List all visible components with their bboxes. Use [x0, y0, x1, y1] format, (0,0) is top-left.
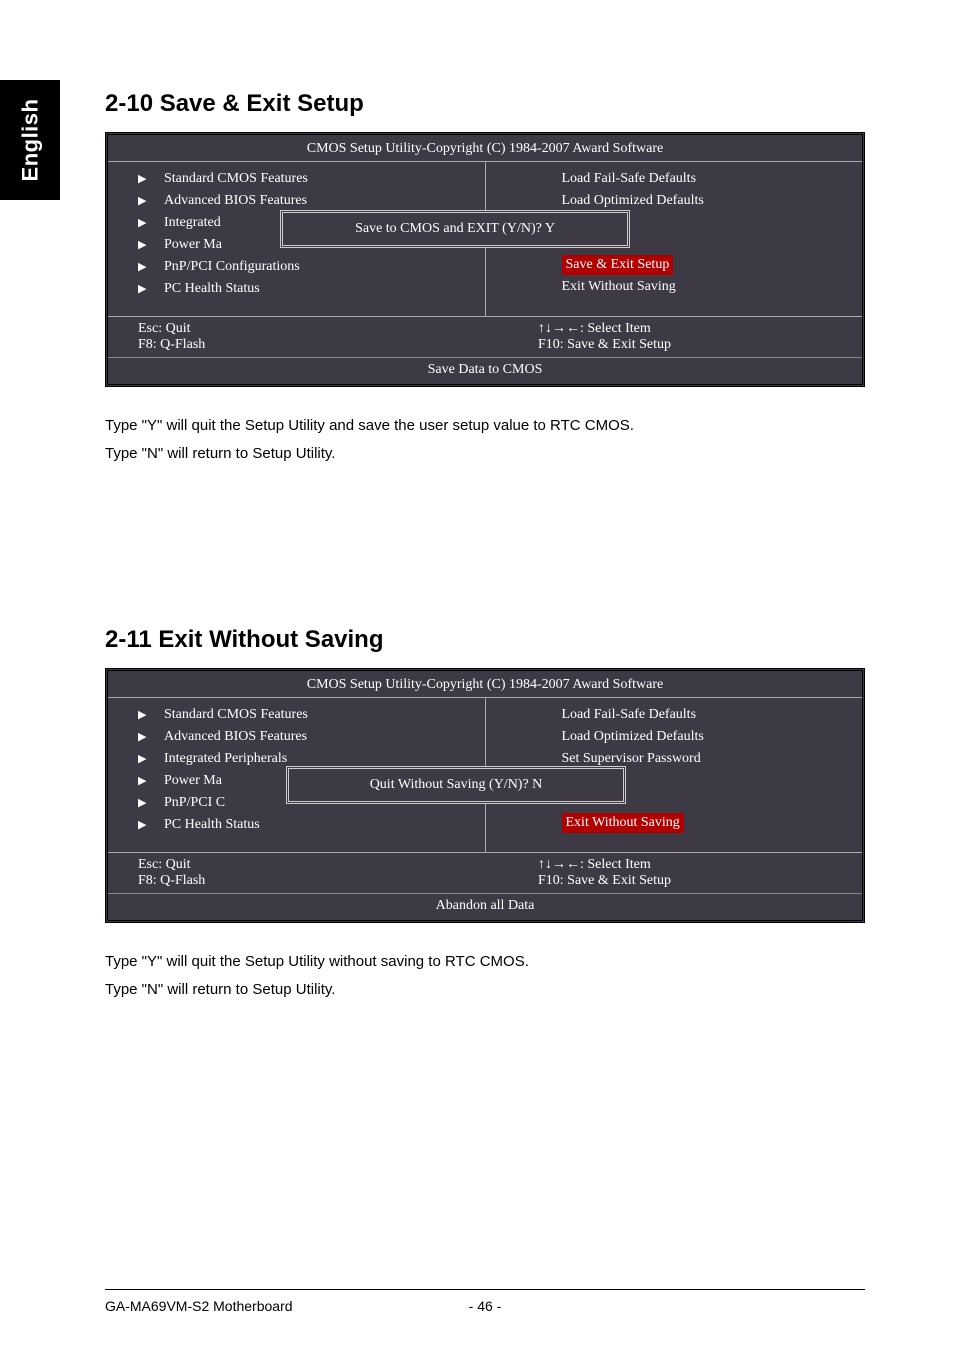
keys-left: Esc: Quit F8: Q-Flash [108, 321, 462, 353]
section-2-heading: 2-11 Exit Without Saving [105, 626, 865, 654]
keys-right: ↑↓→←: Select Item F10: Save & Exit Setup [462, 321, 862, 353]
section-gap [105, 471, 865, 626]
menu-item[interactable]: ▶PnP/PCI Configurations [108, 256, 485, 278]
menu-label: Standard CMOS Features [164, 705, 308, 725]
key-f10: F10: Save & Exit Setup [538, 873, 862, 889]
menu-label: Standard CMOS Features [164, 169, 308, 189]
arrow-icon: ▶ [138, 169, 164, 189]
menu-label: Set Supervisor Password [562, 751, 701, 766]
page: English 2-10 Save & Exit Setup CMOS Setu… [0, 0, 954, 1354]
save-confirm-dialog[interactable]: Save to CMOS and EXIT (Y/N)? Y [280, 210, 630, 248]
menu-item[interactable]: Load Fail-Safe Defaults [486, 168, 863, 190]
bios-footer-msg-2: Abandon all Data [108, 893, 862, 920]
keys-left: Esc: Quit F8: Q-Flash [108, 857, 462, 889]
menu-label: PC Health Status [164, 815, 260, 835]
menu-label: PnP/PCI Configurations [164, 257, 300, 277]
menu-item[interactable]: Load Optimized Defaults [486, 726, 863, 748]
dialog-text: Save to CMOS and EXIT (Y/N)? Y [355, 221, 555, 236]
menu-label: PnP/PCI C [164, 793, 225, 813]
key-select: ↑↓→←: Select Item [538, 857, 862, 873]
menu-label: Load Fail-Safe Defaults [562, 171, 697, 186]
menu-label: Exit Without Saving [562, 279, 676, 294]
bios-window-2: CMOS Setup Utility-Copyright (C) 1984-20… [105, 668, 865, 923]
section-1-heading: 2-10 Save & Exit Setup [105, 90, 865, 118]
key-f8: F8: Q-Flash [138, 337, 462, 353]
bios-window-1: CMOS Setup Utility-Copyright (C) 1984-20… [105, 132, 865, 387]
footer-rule [105, 1289, 865, 1290]
key-esc: Esc: Quit [138, 857, 462, 873]
arrow-icon: ▶ [138, 771, 164, 791]
keys-right: ↑↓→←: Select Item F10: Save & Exit Setup [462, 857, 862, 889]
menu-item[interactable]: ▶Standard CMOS Features [108, 168, 485, 190]
menu-label: Load Fail-Safe Defaults [562, 707, 697, 722]
section2-para2: Type "N" will return to Setup Utility. [105, 979, 865, 1001]
arrow-icon: ▶ [138, 749, 164, 769]
menu-label: Power Ma [164, 771, 222, 791]
arrow-icon: ▶ [138, 705, 164, 725]
menu-label: Advanced BIOS Features [164, 727, 307, 747]
menu-item[interactable]: Load Fail-Safe Defaults [486, 704, 863, 726]
bios-keys-1: Esc: Quit F8: Q-Flash ↑↓→←: Select Item … [108, 317, 862, 357]
menu-label: Integrated Peripherals [164, 749, 287, 769]
menu-item-selected[interactable]: Save & Exit Setup [486, 254, 863, 276]
menu-label: Save & Exit Setup [562, 255, 674, 275]
arrow-icon: ▶ [138, 213, 164, 233]
footer-right-spacer [612, 1298, 865, 1314]
bios-footer-msg-1: Save Data to CMOS [108, 357, 862, 384]
menu-item[interactable]: ▶Standard CMOS Features [108, 704, 485, 726]
menu-label: Load Optimized Defaults [562, 729, 704, 744]
arrow-icon: ▶ [138, 279, 164, 299]
menu-label: Integrated [164, 213, 221, 233]
arrow-icon: ▶ [138, 815, 164, 835]
arrow-icon: ▶ [138, 235, 164, 255]
section2-para1: Type "Y" will quit the Setup Utility wit… [105, 951, 865, 973]
bios-body-2: ▶Standard CMOS Features ▶Advanced BIOS F… [108, 697, 862, 853]
arrow-icon: ▶ [138, 257, 164, 277]
quit-confirm-dialog[interactable]: Quit Without Saving (Y/N)? N [286, 766, 626, 804]
menu-label: Exit Without Saving [562, 813, 684, 833]
key-f10: F10: Save & Exit Setup [538, 337, 862, 353]
arrow-icon: ▶ [138, 727, 164, 747]
menu-label: PC Health Status [164, 279, 260, 299]
footer-page-number: - 46 - [358, 1298, 611, 1314]
menu-item[interactable]: ▶PC Health Status [108, 814, 485, 836]
menu-item[interactable]: Load Optimized Defaults [486, 190, 863, 212]
arrow-icon: ▶ [138, 191, 164, 211]
bios-body-1: ▶Standard CMOS Features ▶Advanced BIOS F… [108, 161, 862, 317]
language-tab: English [0, 80, 60, 200]
bios-keys-2: Esc: Quit F8: Q-Flash ↑↓→←: Select Item … [108, 853, 862, 893]
menu-label: Load Optimized Defaults [562, 193, 704, 208]
section1-para1: Type "Y" will quit the Setup Utility and… [105, 415, 865, 437]
bios-title-2: CMOS Setup Utility-Copyright (C) 1984-20… [108, 671, 862, 697]
section1-para2: Type "N" will return to Setup Utility. [105, 443, 865, 465]
content-area: 2-10 Save & Exit Setup CMOS Setup Utilit… [105, 90, 865, 1007]
key-esc: Esc: Quit [138, 321, 462, 337]
menu-label: Power Ma [164, 235, 222, 255]
arrow-icon: ▶ [138, 793, 164, 813]
key-f8: F8: Q-Flash [138, 873, 462, 889]
menu-item[interactable]: Exit Without Saving [486, 276, 863, 298]
menu-item-selected[interactable]: Exit Without Saving [486, 812, 863, 834]
key-select: ↑↓→←: Select Item [538, 321, 862, 337]
menu-item[interactable]: ▶PC Health Status [108, 278, 485, 300]
menu-item[interactable]: ▶Advanced BIOS Features [108, 726, 485, 748]
menu-item[interactable]: ▶Advanced BIOS Features [108, 190, 485, 212]
menu-label: Advanced BIOS Features [164, 191, 307, 211]
dialog-text: Quit Without Saving (Y/N)? N [370, 777, 543, 792]
bios-title-1: CMOS Setup Utility-Copyright (C) 1984-20… [108, 135, 862, 161]
footer-product: GA-MA69VM-S2 Motherboard [105, 1298, 358, 1314]
language-tab-label: English [17, 99, 43, 182]
page-footer: GA-MA69VM-S2 Motherboard - 46 - [105, 1298, 865, 1314]
